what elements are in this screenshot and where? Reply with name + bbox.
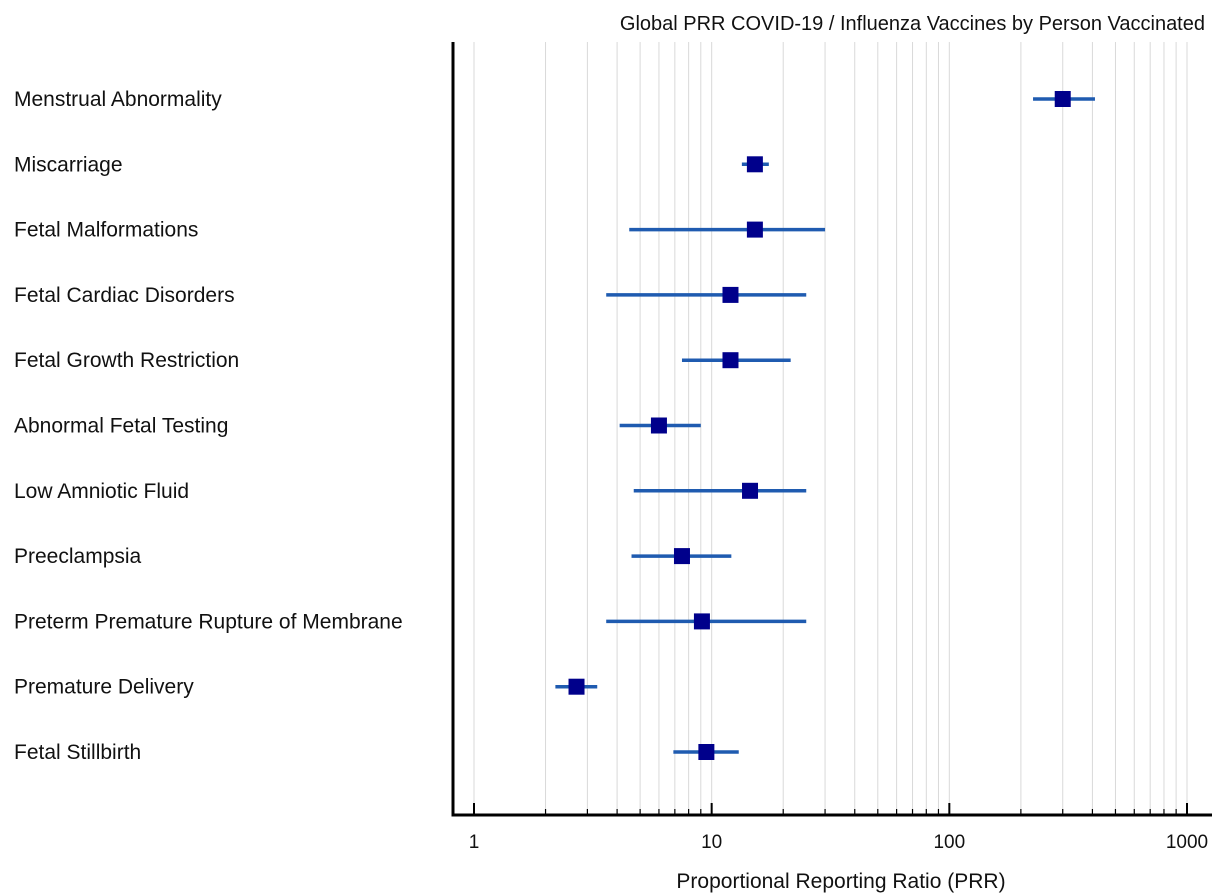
- category-label: Preeclampsia: [14, 545, 142, 568]
- point-estimate-marker: [722, 352, 739, 369]
- axes: 1 10 100 1000: [451, 42, 1212, 853]
- category-label: Preterm Premature Rupture of Membrane: [14, 610, 403, 633]
- point-estimate-marker: [693, 613, 710, 630]
- point-estimate-marker: [746, 221, 763, 238]
- data-rows: Menstrual Abnormality Miscarriage Fetal Ma…: [14, 88, 1095, 764]
- grid-lines: [473, 42, 1188, 815]
- category-label: Abnormal Fetal Testing: [14, 415, 228, 438]
- chart-title: Global PRR COVID-19 / Influenza Vaccines…: [620, 13, 1205, 35]
- category-label: Miscarriage: [14, 153, 123, 176]
- category-label: Low Amniotic Fluid: [14, 480, 189, 503]
- category-label: Fetal Malformations: [14, 219, 198, 242]
- point-estimate-marker: [568, 678, 585, 695]
- point-estimate-marker: [746, 156, 763, 173]
- x-tick-label: 100: [933, 832, 965, 853]
- x-tick-label: 1000: [1166, 832, 1208, 853]
- point-estimate-marker: [650, 417, 667, 434]
- point-estimate-marker: [1054, 91, 1071, 107]
- category-label: Fetal Growth Restriction: [14, 349, 239, 372]
- category-label: Premature Delivery: [14, 676, 194, 699]
- point-estimate-marker: [722, 286, 739, 303]
- category-label: Menstrual Abnormality: [14, 88, 222, 111]
- x-tick-label: 10: [701, 832, 722, 853]
- x-axis-label: Proportional Reporting Ratio (PRR): [676, 870, 1005, 893]
- point-estimate-marker: [698, 744, 715, 760]
- point-estimate-marker: [673, 548, 690, 565]
- category-label: Fetal Cardiac Disorders: [14, 284, 235, 307]
- category-label: Fetal Stillbirth: [14, 741, 141, 764]
- point-estimate-marker: [742, 482, 759, 499]
- x-tick-label: 1: [469, 832, 480, 853]
